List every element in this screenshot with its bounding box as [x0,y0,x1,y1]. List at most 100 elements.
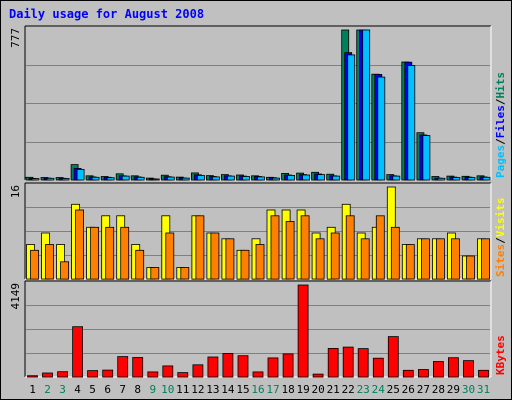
day-label-13: 13 [206,383,219,396]
bar-kbytes-day-9 [147,371,159,378]
bar-kbytes-day-24 [372,357,384,378]
bar-sites-day-3 [60,261,69,280]
day-label-19: 19 [296,383,309,396]
panel-visits: 16 Sites/Visits [9,182,507,280]
legend-pages: Pages [494,145,507,178]
bar-sites-day-4 [75,209,84,280]
bar-pages-day-27 [422,135,431,181]
day-label-26: 26 [402,383,415,396]
bar-sites-day-26 [405,244,415,280]
bar-sites-day-15 [240,249,250,280]
day-label-5: 5 [89,383,96,396]
bar-pages-day-31 [482,176,491,181]
legend-hits: Hits [494,72,507,99]
bar-pages-day-1 [31,178,40,181]
bar-sites-day-16 [255,244,265,280]
day-label-9: 9 [149,383,156,396]
bar-pages-day-20 [317,174,326,181]
bar-kbytes-day-16 [252,371,264,378]
bar-kbytes-day-5 [87,370,98,378]
bar-kbytes-day-7 [117,356,129,378]
bar-kbytes-day-14 [222,353,234,378]
day-label-1: 1 [29,383,36,396]
day-label-23: 23 [357,383,370,396]
bar-kbytes-day-17 [267,357,279,378]
bar-pages-day-29 [452,177,461,181]
day-label-3: 3 [59,383,66,396]
bar-pages-day-11 [181,177,190,181]
chart-title: Daily usage for August 2008 [9,7,204,21]
bar-pages-day-24 [377,76,386,181]
bar-sites-day-18 [285,221,295,280]
bar-pages-day-25 [392,175,401,181]
legend-separator: / [494,138,507,145]
legend-visits: Visits [494,198,507,238]
bar-pages-day-8 [136,176,145,181]
bar-sites-day-23 [360,238,370,280]
day-label-4: 4 [74,383,81,396]
day-label-8: 8 [134,383,141,396]
day-label-12: 12 [191,383,204,396]
bar-kbytes-day-3 [57,371,68,378]
bar-kbytes-day-30 [463,360,474,378]
bar-pages-day-18 [287,174,296,181]
bar-kbytes-day-27 [417,369,429,378]
bar-pages-day-30 [467,177,476,181]
bar-kbytes-day-28 [432,361,444,378]
bar-pages-day-14 [226,175,235,181]
legend-separator: / [494,98,507,105]
bar-pages-day-5 [91,176,100,181]
bar-sites-day-9 [150,267,160,280]
bar-kbytes-day-23 [357,348,369,378]
day-label-21: 21 [327,383,340,396]
day-label-28: 28 [432,383,445,396]
day-label-6: 6 [104,383,111,396]
bar-sites-day-12 [195,215,205,280]
day-label-10: 10 [161,383,174,396]
bar-sites-day-31 [481,238,490,280]
bar-pages-day-13 [211,176,220,181]
bar-sites-day-22 [345,215,355,280]
bar-pages-day-12 [196,174,205,181]
bar-kbytes-day-4 [72,326,83,378]
panel-kbytes: 4149 KBytes [9,280,507,378]
bar-sites-day-2 [45,244,54,280]
bar-pages-day-2 [46,177,55,181]
bar-kbytes-day-18 [282,353,294,378]
day-label-20: 20 [311,383,324,396]
bar-sites-day-27 [420,238,430,280]
day-label-16: 16 [251,383,264,396]
bar-sites-day-28 [435,238,445,280]
panel-hits-legend: Pages/Files/Hits [494,72,507,178]
bar-kbytes-day-15 [237,355,249,378]
legend-separator: / [494,237,507,244]
bar-sites-day-20 [315,238,325,280]
panel-hits-max-label: 777 [9,28,22,48]
bar-pages-day-10 [166,176,175,181]
day-label-22: 22 [342,383,355,396]
bar-kbytes-day-8 [132,357,144,378]
bar-kbytes-day-20 [312,373,324,378]
bar-kbytes-day-22 [342,346,354,378]
bar-pages-day-16 [257,176,265,181]
bar-pages-day-21 [332,175,341,181]
legend-files: Files [494,105,507,138]
bar-kbytes-day-2 [42,372,53,378]
day-label-17: 17 [266,383,279,396]
bar-pages-day-6 [106,177,115,181]
bar-kbytes-day-31 [478,369,489,378]
bar-kbytes-day-6 [102,369,114,378]
bar-kbytes-day-26 [402,369,414,378]
day-label-25: 25 [387,383,400,396]
bar-sites-day-24 [375,215,385,280]
day-label-2: 2 [44,383,51,396]
legend-sites: Sites [494,244,507,277]
day-label-14: 14 [221,383,235,396]
day-label-11: 11 [176,383,189,396]
panel-visits-legend: Sites/Visits [494,198,507,278]
day-label-29: 29 [447,383,460,396]
bar-kbytes-day-1 [27,375,38,378]
bar-pages-day-26 [407,65,416,181]
